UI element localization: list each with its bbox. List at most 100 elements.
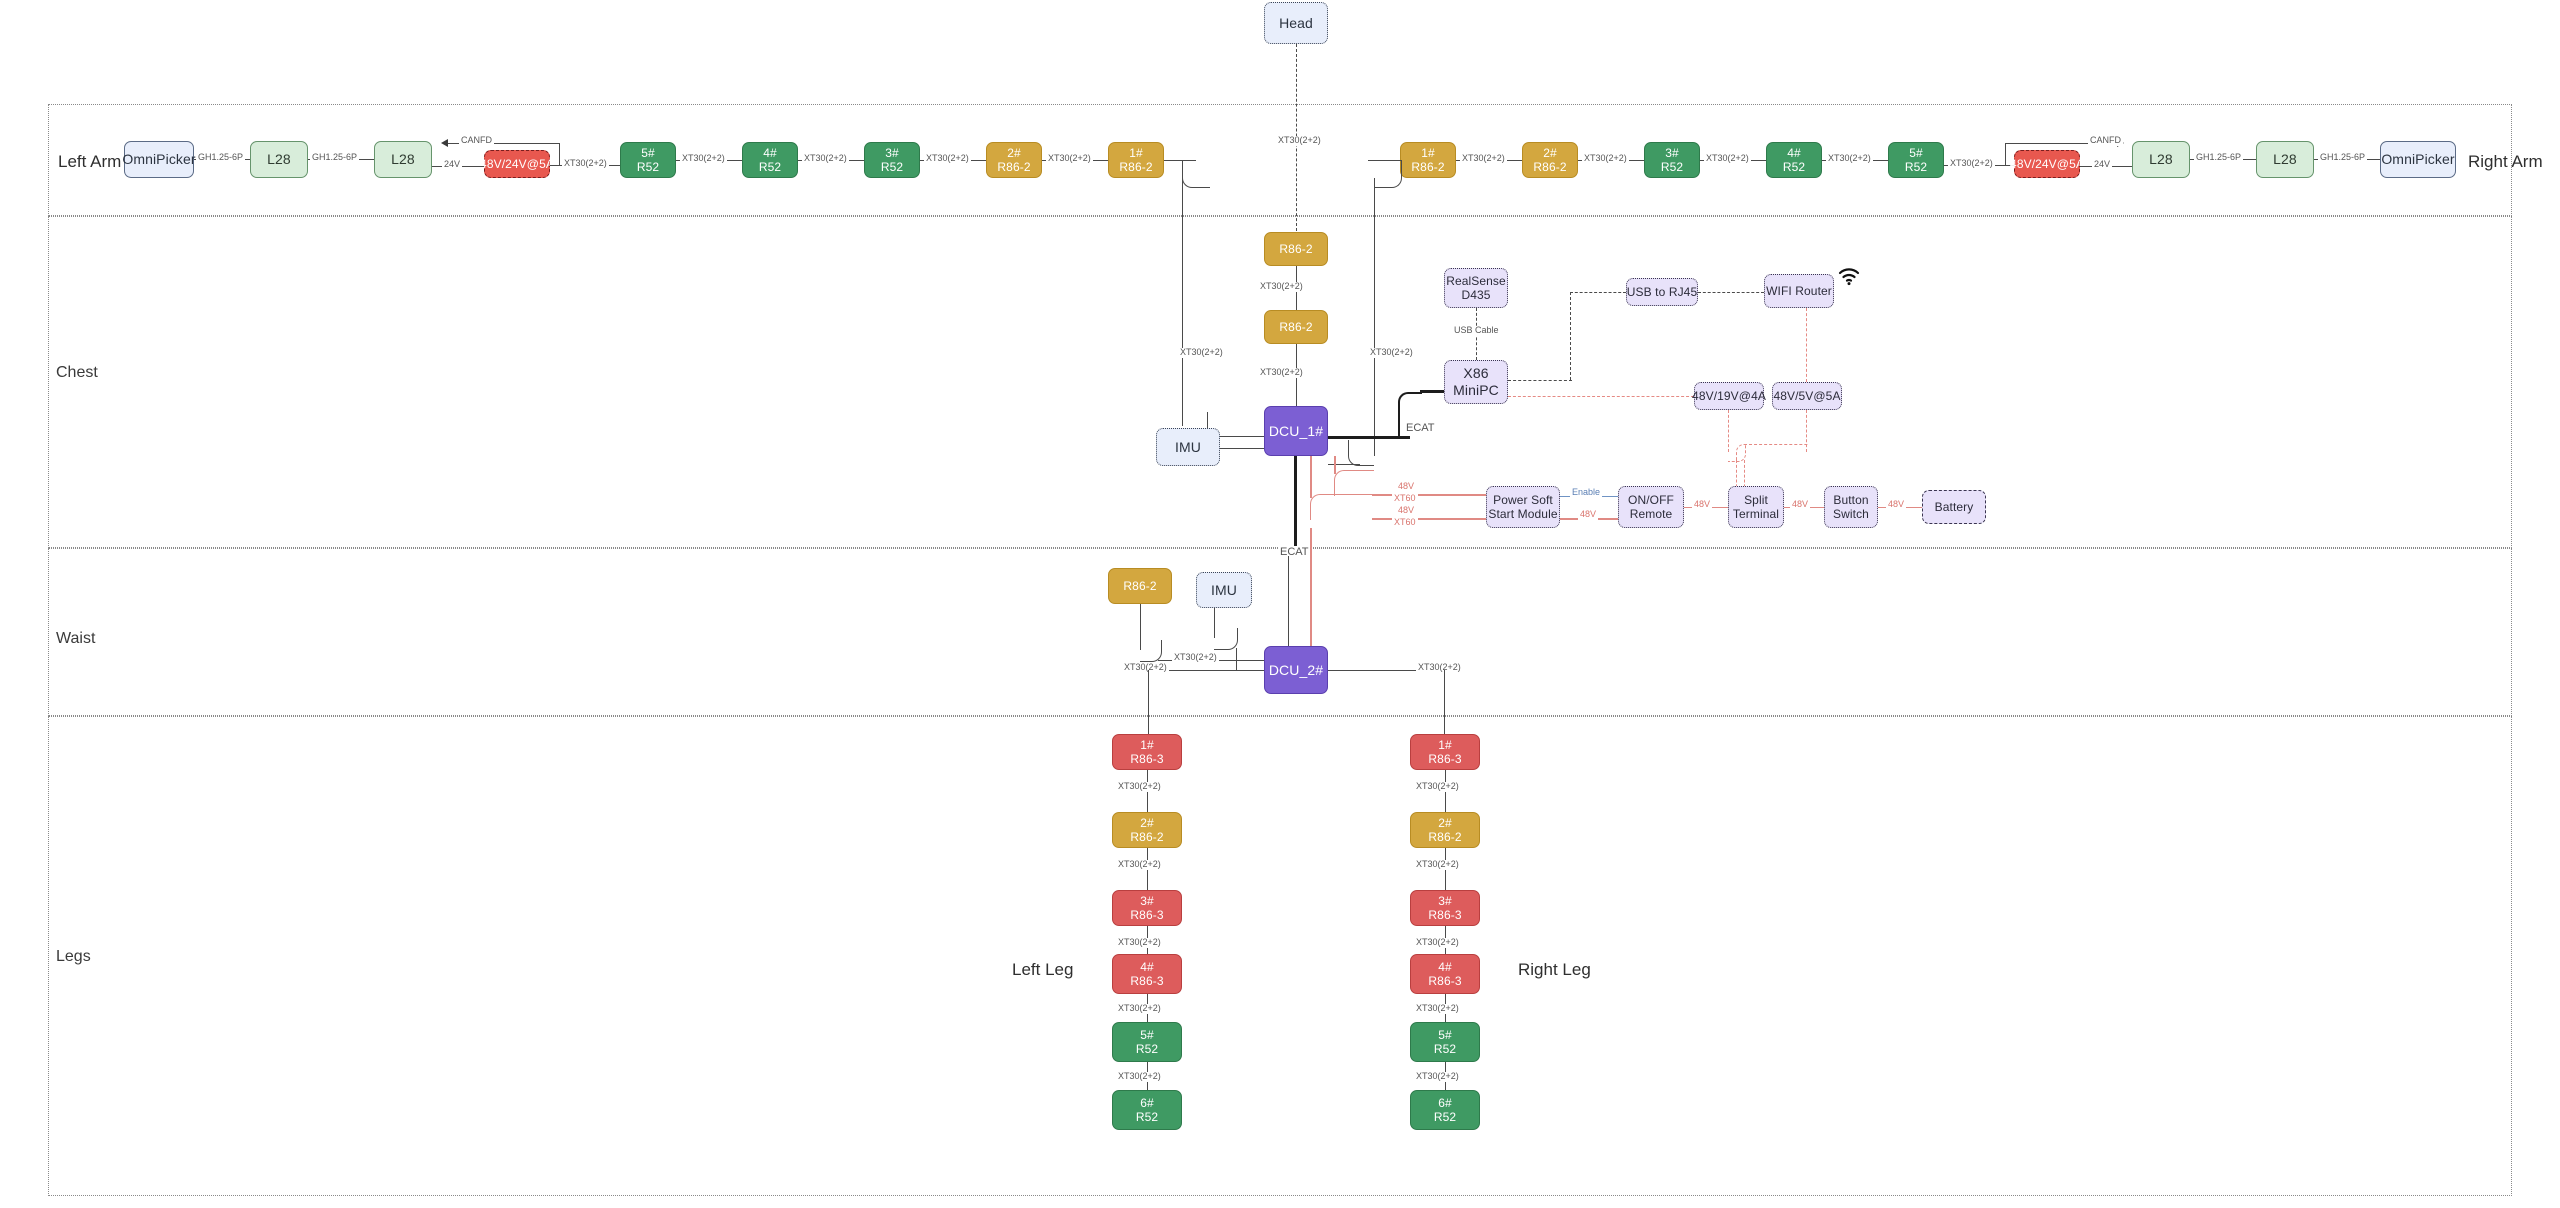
edge-label-canfd-right: CANFD bbox=[2088, 135, 2123, 146]
node-label-model: R52 bbox=[1135, 1042, 1159, 1056]
node-label-index: 1# bbox=[1129, 145, 1143, 160]
edge-imu-to-dcu1 bbox=[1220, 448, 1264, 450]
edge-power-rail-down bbox=[1310, 528, 1312, 646]
node-right-arm-motor-5[interactable]: 5# R52 bbox=[1888, 142, 1944, 178]
edge-power-feed-top bbox=[1372, 494, 1486, 496]
node-label-index: 4# bbox=[1787, 145, 1801, 160]
node-label: L28 bbox=[391, 151, 415, 168]
node-label: WIFI Router bbox=[1766, 283, 1832, 298]
edge-waist-motor-down bbox=[1140, 604, 1142, 650]
edge-label-head-spine: XT30(2+2) bbox=[1276, 135, 1323, 146]
node-label: IMU bbox=[1211, 581, 1237, 598]
node-label-index: 3# bbox=[885, 145, 899, 160]
node-right-arm-motor-4[interactable]: 4# R52 bbox=[1766, 142, 1822, 178]
edge-power-corner-top bbox=[1334, 470, 1374, 496]
edge-label-usb-cable: USB Cable bbox=[1452, 325, 1501, 336]
node-right-arm-l28-a[interactable]: L28 bbox=[2256, 141, 2314, 178]
edge-label-ecat-right: ECAT bbox=[1404, 422, 1437, 435]
edge-waist-imu-into-dcu bbox=[1236, 648, 1238, 670]
edge-19v-down bbox=[1728, 410, 1729, 452]
label-enable: Enable bbox=[1570, 487, 1603, 498]
node-left-arm-motor-3[interactable]: 3# R52 bbox=[864, 142, 920, 178]
node-left-leg-4[interactable]: 4# R86-3 bbox=[1112, 954, 1182, 994]
node-label-index: 5# bbox=[1438, 1027, 1452, 1042]
node-label-index: 4# bbox=[1140, 959, 1154, 974]
node-chest-imu[interactable]: IMU bbox=[1156, 428, 1220, 466]
node-wifi-router[interactable]: WIFI Router bbox=[1764, 274, 1834, 308]
edge-left-arm-down bbox=[1182, 178, 1184, 426]
node-label-model: R52 bbox=[636, 160, 660, 174]
node-converter-5v[interactable]: 48V/5V@5A bbox=[1772, 382, 1842, 410]
node-label: R86-2 bbox=[1279, 241, 1313, 256]
node-left-arm-motor-2[interactable]: 2# R86-2 bbox=[986, 142, 1042, 178]
node-chest-spine-upper[interactable]: R86-2 bbox=[1264, 232, 1328, 266]
node-label: OmniPicker bbox=[122, 151, 196, 168]
node-right-arm-l28-b[interactable]: L28 bbox=[2132, 141, 2190, 178]
node-label: 48V/19V@4A bbox=[1692, 388, 1766, 403]
edge-corner-right-arm-bottom bbox=[1348, 440, 1374, 466]
edge-label-spine-2: XT30(2+2) bbox=[1258, 367, 1305, 378]
node-right-arm-motor-3[interactable]: 3# R52 bbox=[1644, 142, 1700, 178]
node-left-leg-6[interactable]: 6# R52 bbox=[1112, 1090, 1182, 1130]
node-dcu-1[interactable]: DCU_1# bbox=[1264, 406, 1328, 456]
node-head[interactable]: Head bbox=[1264, 2, 1328, 44]
node-right-leg-6[interactable]: 6# R52 bbox=[1410, 1090, 1480, 1130]
node-left-arm-motor-4[interactable]: 4# R52 bbox=[742, 142, 798, 178]
node-right-arm-omnipicker[interactable]: OmniPicker bbox=[2380, 141, 2456, 178]
node-label-2: MiniPC bbox=[1453, 382, 1499, 398]
edge-label-left-arm-1: GH1.25-6P bbox=[196, 152, 246, 163]
edge-canfd-right bbox=[2005, 143, 2117, 145]
node-waist-motor[interactable]: R86-2 bbox=[1108, 568, 1172, 604]
node-waist-imu[interactable]: IMU bbox=[1196, 572, 1252, 608]
node-left-leg-1[interactable]: 1# R86-3 bbox=[1112, 734, 1182, 770]
node-left-arm-l28-b[interactable]: L28 bbox=[374, 141, 432, 178]
node-label-model: R52 bbox=[1135, 1110, 1159, 1124]
node-left-arm-motor-5[interactable]: 5# R52 bbox=[620, 142, 676, 178]
node-right-leg-5[interactable]: 5# R52 bbox=[1410, 1022, 1480, 1062]
node-label-1: X86 bbox=[1463, 365, 1489, 382]
edge-label-right-arm-2: XT30(2+2) bbox=[1582, 153, 1629, 164]
node-dcu-2[interactable]: DCU_2# bbox=[1264, 646, 1328, 694]
node-left-arm-l28-a[interactable]: L28 bbox=[250, 141, 308, 178]
node-right-arm-converter[interactable]: 48V/24V@5A bbox=[2010, 150, 2084, 178]
node-left-arm-converter[interactable]: 48V/24V@5A bbox=[480, 150, 554, 178]
edge-19v-to-split bbox=[1744, 460, 1745, 502]
node-x86-minipc[interactable]: X86 MiniPC bbox=[1444, 360, 1508, 404]
node-label-1: ON/OFF bbox=[1628, 492, 1674, 507]
node-right-leg-1[interactable]: 1# R86-3 bbox=[1410, 734, 1480, 770]
node-label-index: 1# bbox=[1140, 737, 1154, 752]
node-label: L28 bbox=[2273, 151, 2297, 168]
label-power-feed-bot-c: XT60 bbox=[1392, 517, 1418, 528]
edge-ecat-dcu1-down bbox=[1294, 456, 1297, 556]
node-right-arm-motor-1[interactable]: 1# R86-2 bbox=[1400, 142, 1456, 178]
node-onoff-remote[interactable]: ON/OFF Remote bbox=[1618, 486, 1684, 528]
node-split-terminal[interactable]: Split Terminal bbox=[1728, 486, 1784, 528]
node-right-leg-4[interactable]: 4# R86-3 bbox=[1410, 954, 1480, 994]
edge-label-left-leg-5: XT30(2+2) bbox=[1116, 1071, 1163, 1082]
node-usb-to-rj45[interactable]: USB to RJ45 bbox=[1626, 278, 1698, 306]
node-power-soft-start-module[interactable]: Power Soft Start Module bbox=[1486, 486, 1560, 528]
edge-label-left-leg-4: XT30(2+2) bbox=[1116, 1003, 1163, 1014]
node-left-leg-2[interactable]: 2# R86-2 bbox=[1112, 812, 1182, 848]
node-label-1: Power Soft bbox=[1493, 492, 1553, 507]
node-left-leg-3[interactable]: 3# R86-3 bbox=[1112, 890, 1182, 926]
node-left-arm-omnipicker[interactable]: OmniPicker bbox=[122, 141, 196, 178]
edge-label-left-arm-3: 24V bbox=[442, 159, 463, 170]
node-right-leg-2[interactable]: 2# R86-2 bbox=[1410, 812, 1480, 848]
node-button-switch[interactable]: Button Switch bbox=[1824, 486, 1878, 528]
node-label-index: 3# bbox=[1140, 893, 1154, 908]
node-realsense-d435[interactable]: RealSense D435 bbox=[1444, 268, 1508, 308]
node-chest-spine-lower[interactable]: R86-2 bbox=[1264, 310, 1328, 344]
node-battery[interactable]: Battery bbox=[1922, 490, 1986, 524]
node-right-leg-3[interactable]: 3# R86-3 bbox=[1410, 890, 1480, 926]
label-power-feed-top-v: 48V bbox=[1396, 481, 1417, 492]
node-left-arm-motor-1[interactable]: 1# R86-2 bbox=[1108, 142, 1164, 178]
node-left-leg-5[interactable]: 5# R52 bbox=[1112, 1022, 1182, 1062]
edge-rj45-in bbox=[1570, 292, 1626, 293]
node-right-arm-motor-2[interactable]: 2# R86-2 bbox=[1522, 142, 1578, 178]
node-label: 48V/24V@5A bbox=[2010, 156, 2084, 171]
wifi-icon bbox=[1838, 268, 1860, 286]
node-converter-19v[interactable]: 48V/19V@4A bbox=[1692, 382, 1766, 410]
node-label-index: 5# bbox=[641, 145, 655, 160]
edge-label-left-arm-4: XT30(2+2) bbox=[562, 158, 609, 169]
